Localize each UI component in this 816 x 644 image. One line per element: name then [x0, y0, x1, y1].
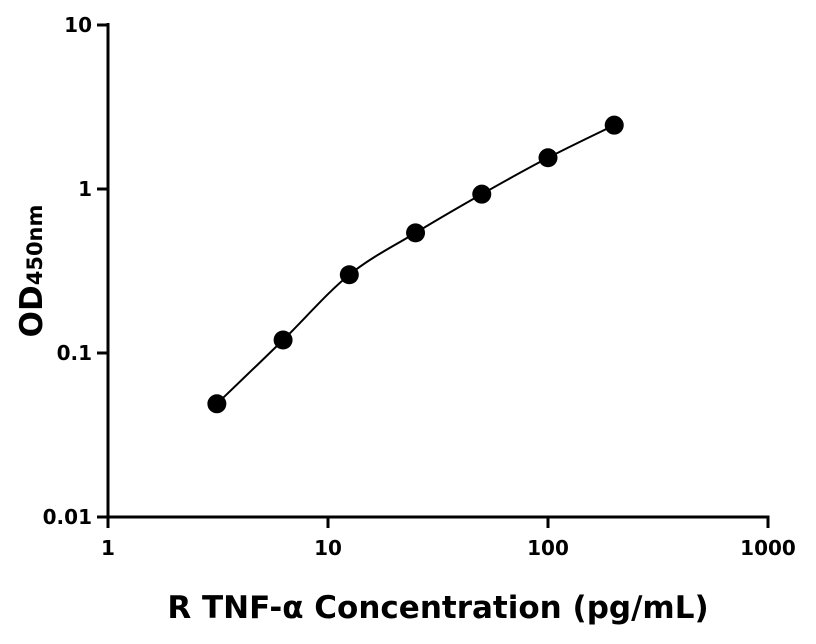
- data-point: [406, 223, 426, 243]
- x-tick-label: 1: [101, 536, 115, 560]
- x-tick-label: 1000: [740, 536, 796, 560]
- y-axis-label: OD450nm: [14, 205, 50, 338]
- data-point: [472, 184, 492, 204]
- axes: 1 10 100 1000 0.01 0.1 1 10: [43, 13, 796, 560]
- data-point: [273, 330, 293, 350]
- data-point: [207, 394, 227, 414]
- data-point: [538, 148, 558, 168]
- x-tick-label: 100: [527, 536, 569, 560]
- data-points: [207, 115, 624, 414]
- y-tick-label: 10: [64, 13, 92, 37]
- y-tick-label: 0.01: [43, 505, 92, 529]
- x-tick-label: 10: [314, 536, 342, 560]
- data-point: [604, 115, 624, 135]
- data-point: [339, 265, 359, 285]
- y-axis-label-main: OD: [14, 285, 50, 337]
- x-axis-label: R TNF-α Concentration (pg/mL): [167, 590, 708, 626]
- fit-curve-group: [216, 124, 615, 405]
- fit-curve: [216, 124, 615, 405]
- y-tick-label: 1: [78, 177, 92, 201]
- y-axis-label-sub: 450nm: [23, 205, 47, 286]
- y-tick-label: 0.1: [57, 341, 92, 365]
